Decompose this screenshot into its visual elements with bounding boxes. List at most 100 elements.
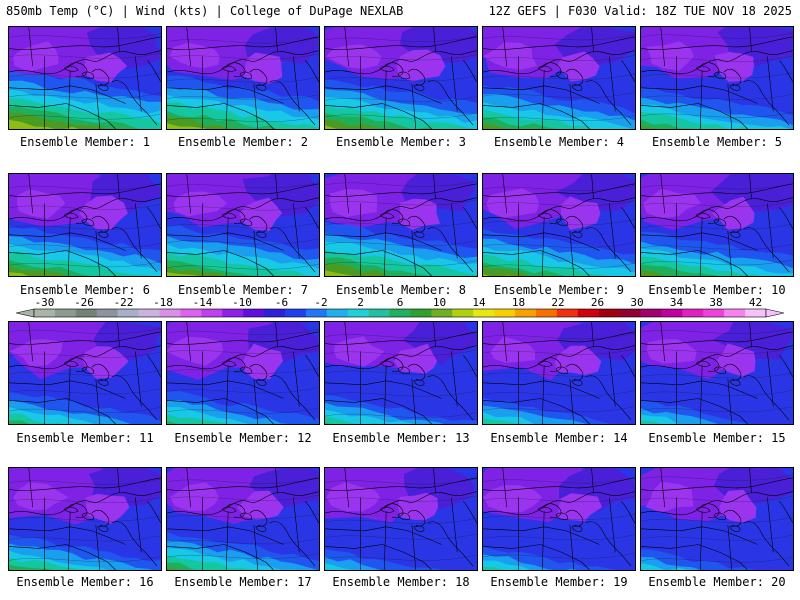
colorbar-tick-label: 22 [551,297,564,309]
ensemble-member-label: Ensemble Member: 9 [493,283,625,297]
colorbar-tick-label: -2 [314,297,327,309]
colorbar-tick-label: 18 [512,297,525,309]
temperature-map [325,322,477,424]
colorbar-swatch [452,309,474,317]
ensemble-member-label: Ensemble Member: 16 [16,575,154,589]
colorbar-tick-label: -30 [35,297,55,309]
ensemble-member-label: Ensemble Member: 13 [332,431,470,445]
temperature-colorbar: -30 -26 -22 -18 -14 -10 -6 -2 2 6 10 14 18 22 26 30 34 38… [0,297,800,319]
ensemble-member-label: Ensemble Member: 8 [335,283,467,297]
temperature-map [167,322,319,424]
colorbar-tick-label: 2 [357,297,364,309]
ensemble-member-label: Ensemble Member: 12 [174,431,312,445]
ensemble-map-panel [166,26,320,130]
ensemble-map-panel [324,321,478,425]
ensemble-member-label: Ensemble Member: 19 [490,575,628,589]
colorbar-swatch [222,309,244,317]
ensemble-map-panel [8,173,162,277]
temperature-map [9,27,161,129]
colorbar-swatch [54,309,77,317]
colorbar-tick-label: -10 [232,297,252,309]
run-valid-time: 12Z GEFS | F030 Valid: 18Z TUE NOV 18 20… [488,4,792,18]
colorbar-swatch [117,309,139,317]
temperature-map [9,468,161,570]
ensemble-member-label: Ensemble Member: 20 [648,575,786,589]
ensemble-member-label: Ensemble Member: 10 [648,283,786,297]
colorbar-swatch [745,309,767,317]
ensemble-map-panel [324,467,478,571]
temperature-map [641,174,793,276]
temperature-map [9,322,161,424]
ensemble-map-panel [166,467,320,571]
colorbar-swatch [619,309,641,317]
colorbar-swatch [724,309,746,317]
colorbar-swatch [598,309,620,317]
colorbar-swatch [96,309,118,317]
temperature-map [167,468,319,570]
colorbar-swatch [305,309,328,317]
ensemble-map-panel [8,321,162,425]
colorbar-tick-label: -18 [153,297,173,309]
colorbar-tick-label: 42 [749,297,762,309]
ensemble-map-panel [166,173,320,277]
colorbar-swatch [284,309,307,317]
colorbar-min-arrow [15,308,35,318]
ensemble-map-panel [640,467,794,571]
colorbar-swatch [535,309,558,317]
ensemble-member-label: Ensemble Member: 14 [490,431,628,445]
colorbar-tick-label: 14 [472,297,486,309]
colorbar-swatch [264,309,286,317]
temperature-map [483,322,635,424]
ensemble-member-label: Ensemble Member: 7 [177,283,309,297]
colorbar-swatch [138,309,160,317]
temperature-map [483,468,635,570]
ensemble-map-panel [482,26,636,130]
ensemble-map-panel [640,173,794,277]
colorbar-swatch [473,309,495,317]
temperature-map [641,468,793,570]
colorbar-swatch [703,309,725,317]
colorbar-swatch [368,309,390,317]
ensemble-map-panel [640,321,794,425]
colorbar-swatch [75,309,98,317]
ensemble-member-label: Ensemble Member: 1 [19,135,151,149]
colorbar-swatch [640,309,662,317]
ensemble-map-panel [8,26,162,130]
temperature-map [325,174,477,276]
ensemble-member-label: Ensemble Member: 4 [493,135,625,149]
colorbar-tick-label: -22 [114,297,134,309]
colorbar-max-arrow [765,308,785,318]
temperature-map [641,27,793,129]
ensemble-map-panel [324,26,478,130]
ensemble-map-panel [482,173,636,277]
colorbar-tick-label: 30 [630,297,643,309]
colorbar-swatch [180,309,202,317]
ensemble-map-panel [166,321,320,425]
colorbar-swatch [159,309,181,317]
ensemble-member-label: Ensemble Member: 2 [177,135,309,149]
ensemble-map-panel [324,173,478,277]
temperature-map [9,174,161,276]
colorbar-swatch [347,309,369,317]
ensemble-member-label: Ensemble Member: 6 [19,283,151,297]
colorbar-tick-label: 6 [397,297,404,309]
colorbar-tick-label: 38 [709,297,722,309]
ensemble-member-label: Ensemble Member: 11 [16,431,154,445]
temperature-map [325,468,477,570]
colorbar-swatch [661,309,683,317]
temperature-map [483,174,635,276]
colorbar-tick-label: 10 [433,297,446,309]
ensemble-member-label: Ensemble Member: 15 [648,431,786,445]
temperature-map [483,27,635,129]
colorbar-tick-label: 34 [670,297,684,309]
colorbar-swatch [682,309,704,317]
product-title: 850mb Temp (°C) | Wind (kts) | College o… [6,4,404,18]
ensemble-member-label: Ensemble Member: 17 [174,575,312,589]
colorbar-swatch [34,309,56,317]
ensemble-map-panel [482,467,636,571]
colorbar-swatch [556,309,579,317]
colorbar-tick-label: -14 [193,297,213,309]
ensemble-member-label: Ensemble Member: 3 [335,135,467,149]
colorbar-swatch [410,309,432,317]
colorbar-swatch [577,309,599,317]
